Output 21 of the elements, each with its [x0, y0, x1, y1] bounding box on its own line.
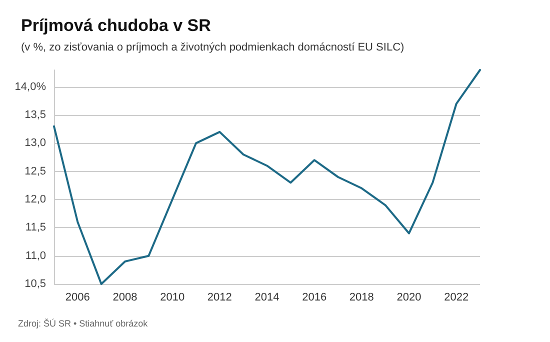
x-tick-label: 2020	[396, 292, 422, 304]
y-tick-label: 11,0	[25, 250, 46, 262]
text: Zdroj: ŠÚ SR • Stiahnuť obrázok	[18, 318, 148, 328]
x-tick-label: 2008	[112, 292, 138, 304]
x-tick-label: 2016	[302, 292, 327, 304]
chart-subtitle: (v %, zo zisťovania o príjmoch a životných podmienkach domácností EU SILC)	[21, 42, 404, 54]
line-series	[53, 69, 481, 285]
x-tick-label: 2012	[207, 292, 232, 304]
y-tick-label: 12,0	[24, 194, 46, 206]
y-tick-label: 13,5	[24, 109, 46, 122]
x-tick-label: 2006	[65, 292, 90, 304]
y-tick-label: 12,5	[24, 165, 46, 178]
x-tick-label: 2010	[160, 292, 185, 304]
x-tick-label: 2018	[349, 292, 374, 304]
chart-title: Príjmová chudoba v SR	[21, 16, 211, 35]
y-tick-label: 10,5	[24, 278, 46, 290]
x-tick-label: 2014	[254, 292, 280, 304]
y-tick-label: 11,5	[25, 222, 46, 234]
y-tick-label: 14,0%	[14, 80, 46, 93]
y-tick-label: 13,0	[24, 137, 46, 150]
x-tick-label: 2022	[444, 292, 469, 304]
